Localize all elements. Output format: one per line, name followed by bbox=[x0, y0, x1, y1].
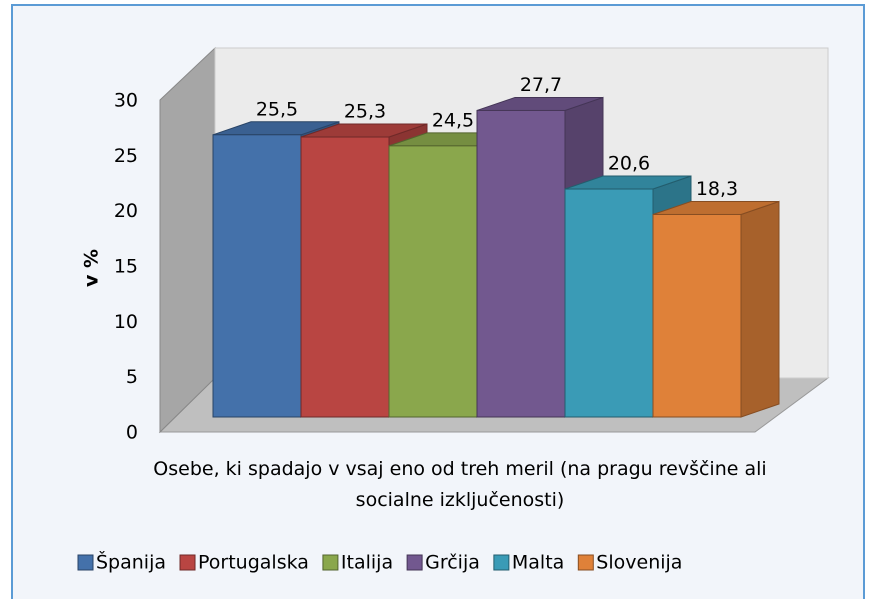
bar-front bbox=[652, 213, 742, 418]
legend-swatch bbox=[77, 554, 94, 571]
y-tick-label: 20 bbox=[114, 200, 138, 222]
data-label: 25,5 bbox=[256, 98, 298, 120]
legend-swatch bbox=[493, 554, 510, 571]
data-label: 20,6 bbox=[608, 153, 650, 175]
legend-swatch bbox=[179, 554, 196, 571]
y-tick-label: 5 bbox=[126, 366, 138, 388]
bar-front bbox=[388, 145, 478, 418]
data-label: 18,3 bbox=[696, 178, 738, 200]
legend-swatch bbox=[577, 554, 594, 571]
y-tick-label: 30 bbox=[114, 90, 138, 112]
category-label: Osebe, ki spadajo v vsaj eno od treh mer… bbox=[153, 458, 767, 511]
y-tick-label: 25 bbox=[114, 145, 138, 167]
y-tick-label: 10 bbox=[114, 311, 138, 333]
data-label: 25,3 bbox=[344, 101, 386, 123]
bar bbox=[652, 200, 780, 418]
legend-label: Portugalska bbox=[198, 552, 309, 574]
bar-front bbox=[476, 109, 566, 418]
side-wall bbox=[159, 46, 216, 434]
legend-label: Malta bbox=[512, 552, 564, 574]
bar-front bbox=[212, 134, 302, 418]
legend-label: Grčija bbox=[425, 552, 480, 574]
data-label: 24,5 bbox=[432, 109, 474, 131]
legend-label: Slovenija bbox=[596, 552, 682, 574]
legend-label: Italija bbox=[341, 552, 393, 574]
bar-side bbox=[740, 200, 780, 418]
legend-swatch bbox=[322, 554, 339, 571]
bar-front bbox=[564, 188, 654, 418]
legend-label: Španija bbox=[96, 550, 166, 574]
legend-swatch bbox=[406, 554, 423, 571]
y-axis-label: v % bbox=[81, 249, 103, 287]
data-label: 27,7 bbox=[520, 74, 562, 96]
y-tick-label: 0 bbox=[126, 422, 138, 444]
bar-front bbox=[300, 136, 390, 418]
y-tick-label: 15 bbox=[114, 256, 138, 278]
